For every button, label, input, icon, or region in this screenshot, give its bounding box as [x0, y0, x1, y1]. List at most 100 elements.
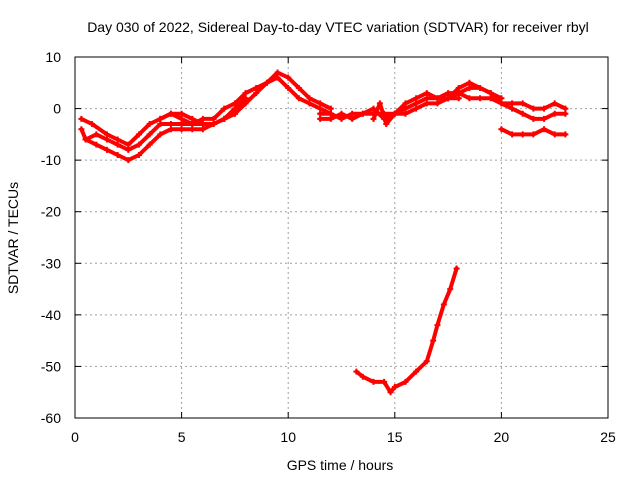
data-point	[383, 121, 390, 128]
data-point	[253, 90, 260, 97]
data-point	[381, 378, 388, 385]
data-point	[189, 121, 196, 128]
data-point	[285, 74, 292, 81]
data-point	[519, 100, 526, 107]
data-point	[541, 126, 548, 133]
data-point	[178, 121, 185, 128]
data-point	[306, 100, 313, 107]
data-point	[221, 105, 228, 112]
data-point	[509, 100, 516, 107]
data-point	[349, 110, 356, 117]
data-point	[413, 95, 420, 102]
data-point	[114, 136, 121, 143]
data-point	[327, 115, 334, 122]
data-point	[78, 126, 85, 133]
data-point	[466, 95, 473, 102]
data-point	[167, 121, 174, 128]
y-tick-label: -40	[41, 307, 61, 323]
data-point	[146, 121, 153, 128]
data-point	[317, 110, 324, 117]
y-tick-label: 0	[53, 101, 61, 117]
data-point	[263, 79, 270, 86]
x-tick-label: 5	[178, 429, 186, 445]
data-point	[93, 131, 100, 138]
data-point	[562, 105, 569, 112]
data-point	[178, 110, 185, 117]
data-point	[477, 84, 484, 91]
grid-lines	[75, 57, 608, 418]
data-point	[498, 126, 505, 133]
x-tick-label: 0	[71, 429, 79, 445]
series-track-1	[78, 74, 334, 153]
data-point	[306, 95, 313, 102]
data-point	[242, 100, 249, 107]
x-tick-label: 10	[280, 429, 296, 445]
chart-title: Day 030 of 2022, Sidereal Day-to-day VTE…	[87, 19, 589, 35]
data-point	[541, 115, 548, 122]
series-track-8	[445, 79, 569, 122]
data-point	[103, 131, 110, 138]
data-point	[82, 136, 89, 143]
data-point	[445, 95, 452, 102]
data-point	[338, 110, 345, 117]
plot-frame	[74, 56, 609, 419]
data-point	[93, 141, 100, 148]
data-point	[530, 105, 537, 112]
data-point	[413, 368, 420, 375]
y-tick-label: -60	[41, 410, 61, 426]
data-point	[285, 84, 292, 91]
data-point	[562, 110, 569, 117]
data-point	[157, 115, 164, 122]
data-point	[167, 110, 174, 117]
data-point	[440, 301, 447, 308]
data-point	[103, 136, 110, 143]
data-point	[551, 100, 558, 107]
data-point	[125, 157, 132, 164]
data-point	[242, 90, 249, 97]
data-point	[78, 115, 85, 122]
data-point	[178, 115, 185, 122]
data-point	[157, 121, 164, 128]
data-point	[327, 105, 334, 112]
data-point	[189, 115, 196, 122]
y-tick-label: -30	[41, 255, 61, 271]
data-point	[157, 131, 164, 138]
data-point	[434, 100, 441, 107]
y-tick-label: -20	[41, 204, 61, 220]
data-point	[430, 337, 437, 344]
data-point	[231, 110, 238, 117]
tick-labels: 0 5 10 15 20 25 10 0 -10 -20 -30 -40 -50 -60	[41, 49, 616, 445]
data-point	[402, 110, 409, 117]
data-point	[370, 378, 377, 385]
data-point	[359, 110, 366, 117]
data-point	[146, 141, 153, 148]
axis-ticks	[74, 56, 609, 419]
data-point	[519, 110, 526, 117]
x-tick-label: 25	[600, 429, 616, 445]
data-point	[370, 105, 377, 112]
data-point	[199, 126, 206, 133]
data-point	[391, 110, 398, 117]
data-point	[376, 100, 383, 107]
data-point	[487, 95, 494, 102]
data-point	[135, 131, 142, 138]
data-point	[551, 110, 558, 117]
data-point	[445, 90, 452, 97]
data-point	[509, 131, 516, 138]
data-point	[509, 105, 516, 112]
y-tick-label: -10	[41, 152, 61, 168]
data-point	[210, 115, 217, 122]
data-point	[498, 95, 505, 102]
data-point	[317, 100, 324, 107]
data-point	[423, 358, 430, 365]
data-point	[167, 126, 174, 133]
x-axis-label: GPS time / hours	[287, 457, 394, 473]
data-point	[146, 131, 153, 138]
data-point	[455, 95, 462, 102]
data-point	[242, 95, 249, 102]
data-point	[498, 100, 505, 107]
data-point	[453, 265, 460, 272]
data-point	[402, 378, 409, 385]
data-point	[519, 131, 526, 138]
